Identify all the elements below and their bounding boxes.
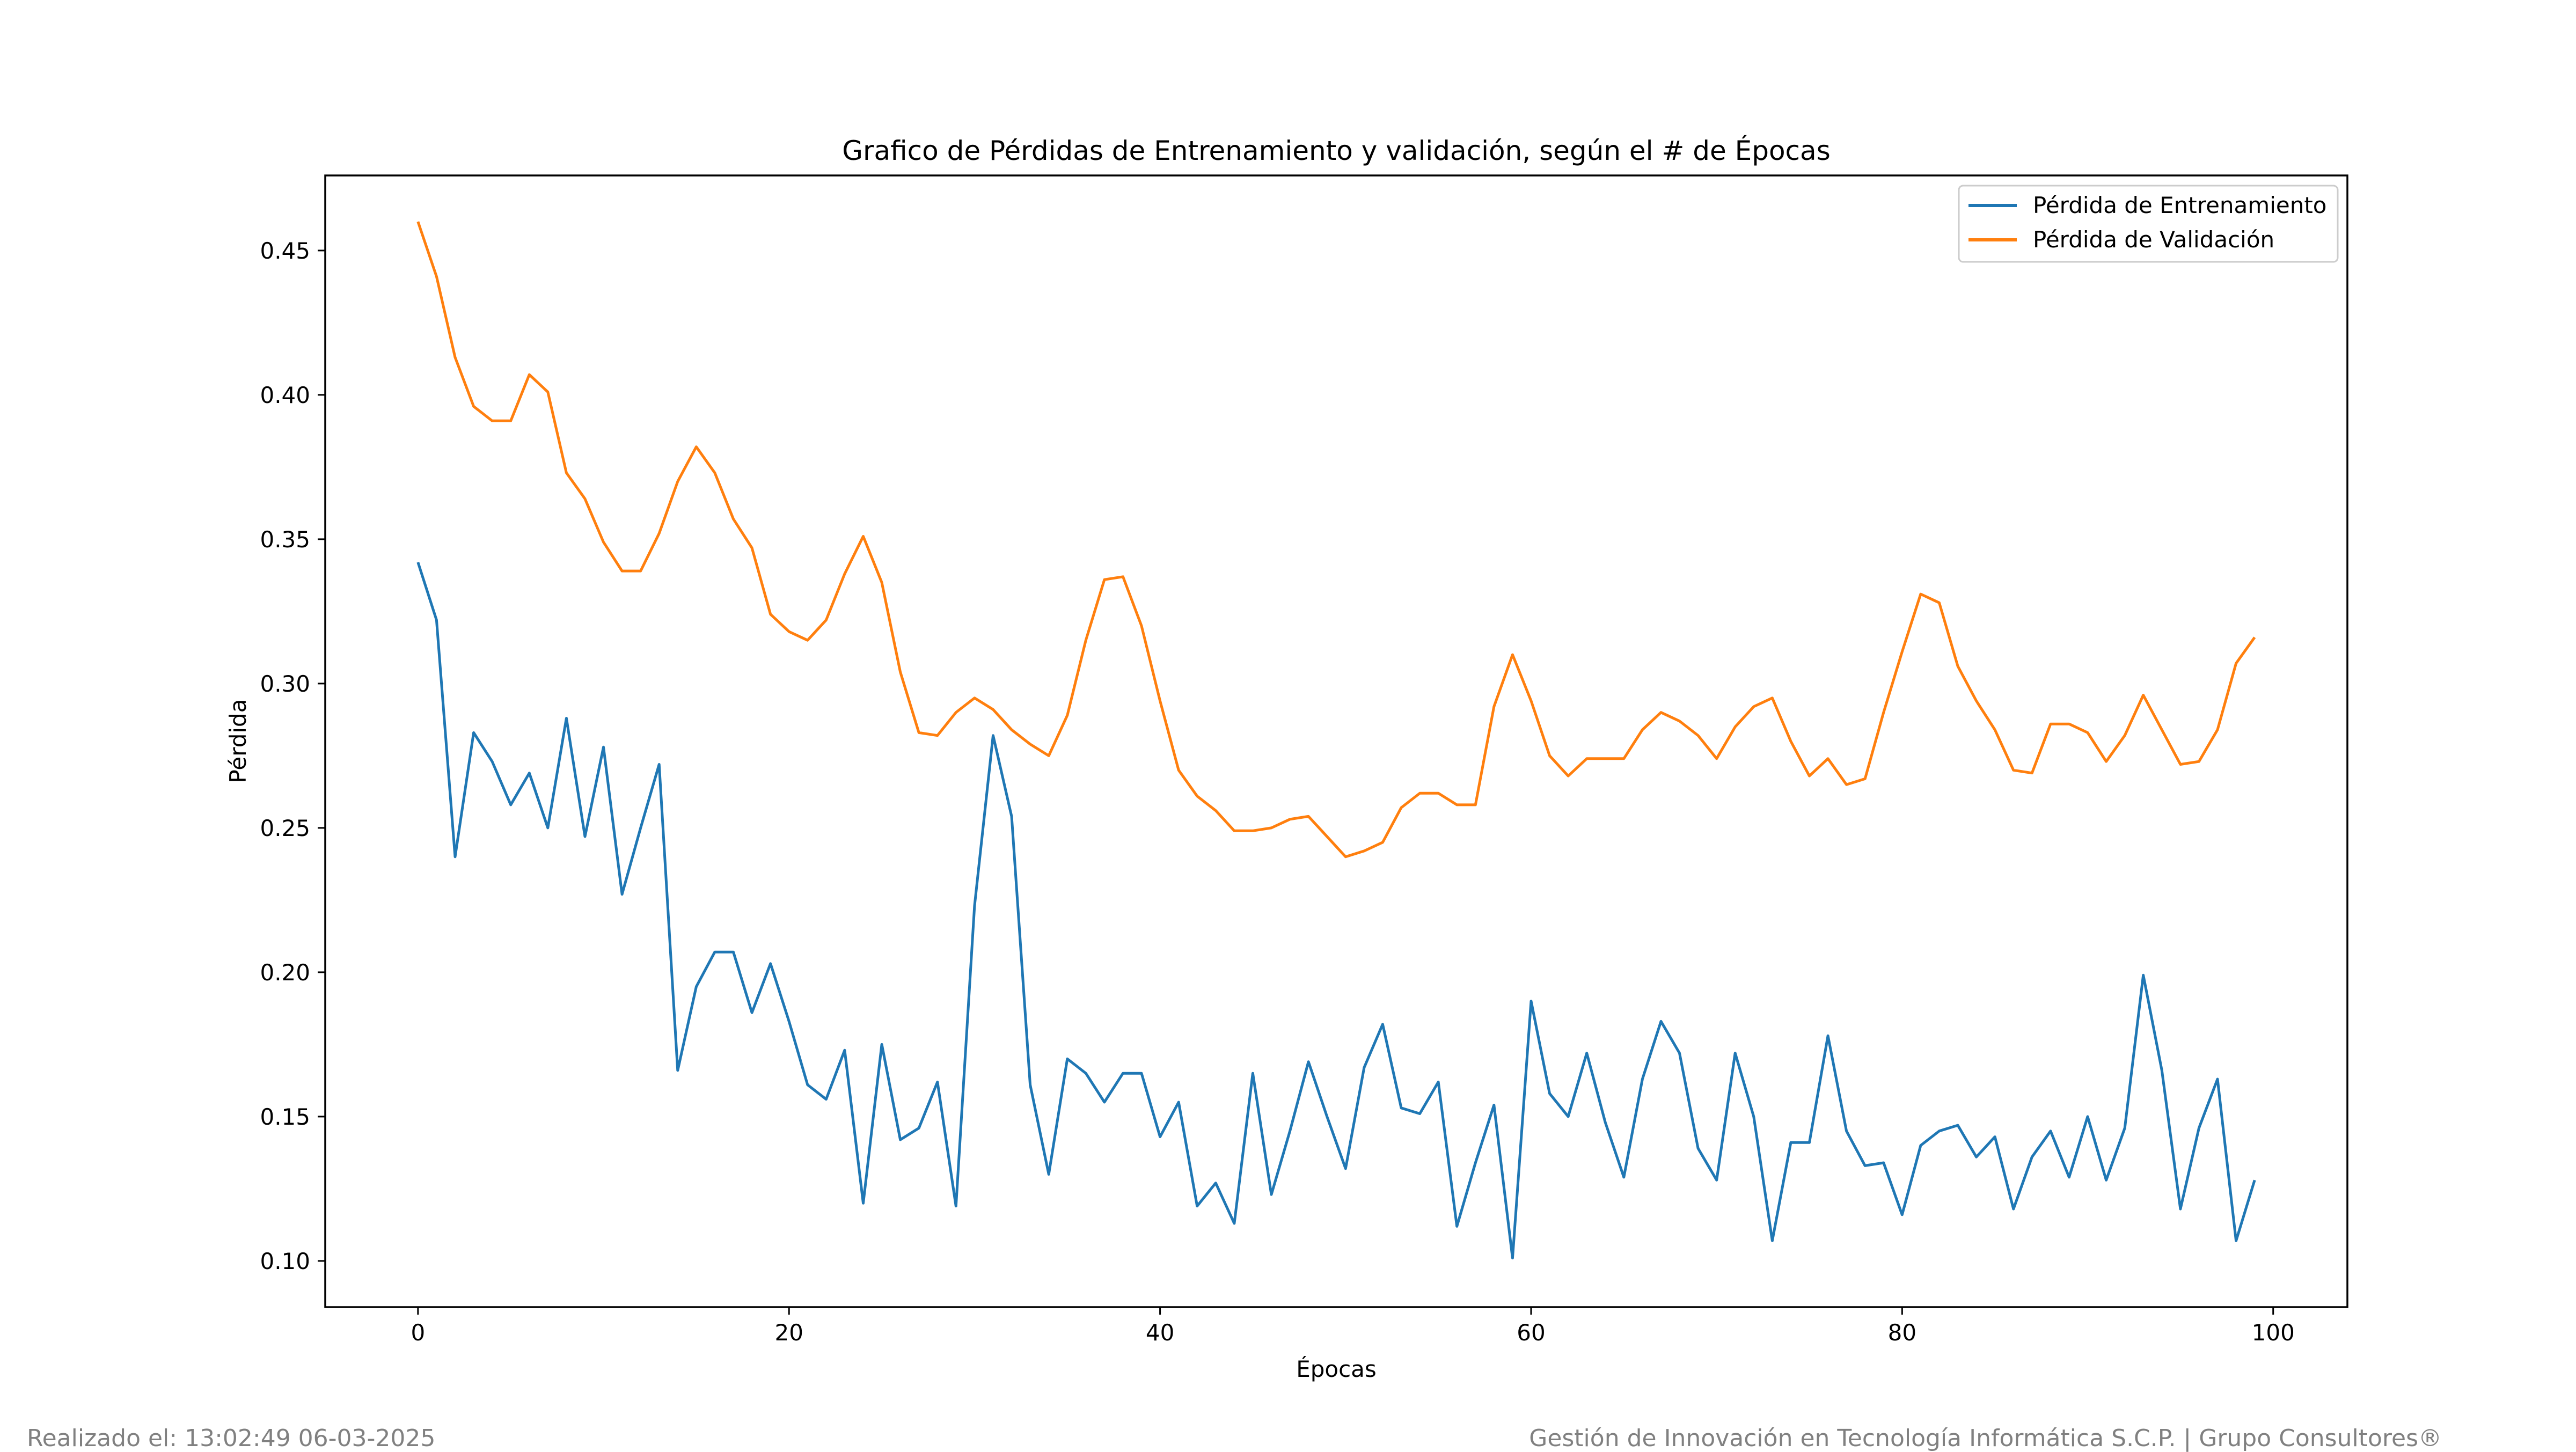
- x-axis-label: Épocas: [1296, 1355, 1377, 1382]
- y-tick-label: 0.45: [260, 238, 310, 264]
- x-tick-label: 0: [411, 1319, 425, 1346]
- plot-area: [416, 221, 2256, 1259]
- x-tick-label: 40: [1146, 1319, 1174, 1346]
- series-line-training-loss: [416, 562, 2256, 1259]
- y-tick-label: 0.10: [260, 1248, 310, 1274]
- y-tick-label: 0.15: [260, 1104, 310, 1130]
- x-tick-label: 20: [774, 1319, 803, 1346]
- y-tick-label: 0.25: [260, 815, 310, 841]
- y-tick-label: 0.30: [260, 671, 310, 697]
- y-axis: 0.10 0.15 0.20 0.25 0.30 0.35 0.40 0.45: [260, 238, 325, 1274]
- chart-title: Grafico de Pérdidas de Entrenamiento y v…: [842, 135, 1831, 166]
- x-tick-label: 60: [1517, 1319, 1545, 1346]
- legend-label-val: Pérdida de Validación: [2033, 226, 2274, 253]
- footer-company: Gestión de Innovación en Tecnología Info…: [1529, 1425, 2442, 1452]
- y-tick-label: 0.40: [260, 382, 310, 408]
- series-line-validation-loss: [416, 221, 2256, 859]
- legend: Pérdida de Entrenamiento Pérdida de Vali…: [1958, 185, 2339, 263]
- legend-box: [1958, 185, 2339, 263]
- y-axis-label: Pérdida: [225, 699, 251, 783]
- x-axis: 0 20 40 60 80 100: [411, 1307, 2295, 1346]
- legend-label-train: Pérdida de Entrenamiento: [2033, 192, 2327, 218]
- x-tick-label: 100: [2252, 1319, 2295, 1346]
- axes-frame: [324, 174, 2348, 1308]
- footer-timestamp: Realizado el: 13:02:49 06-03-2025: [27, 1425, 436, 1452]
- x-tick-label: 80: [1888, 1319, 1916, 1346]
- y-tick-label: 0.20: [260, 959, 310, 986]
- y-tick-label: 0.35: [260, 526, 310, 553]
